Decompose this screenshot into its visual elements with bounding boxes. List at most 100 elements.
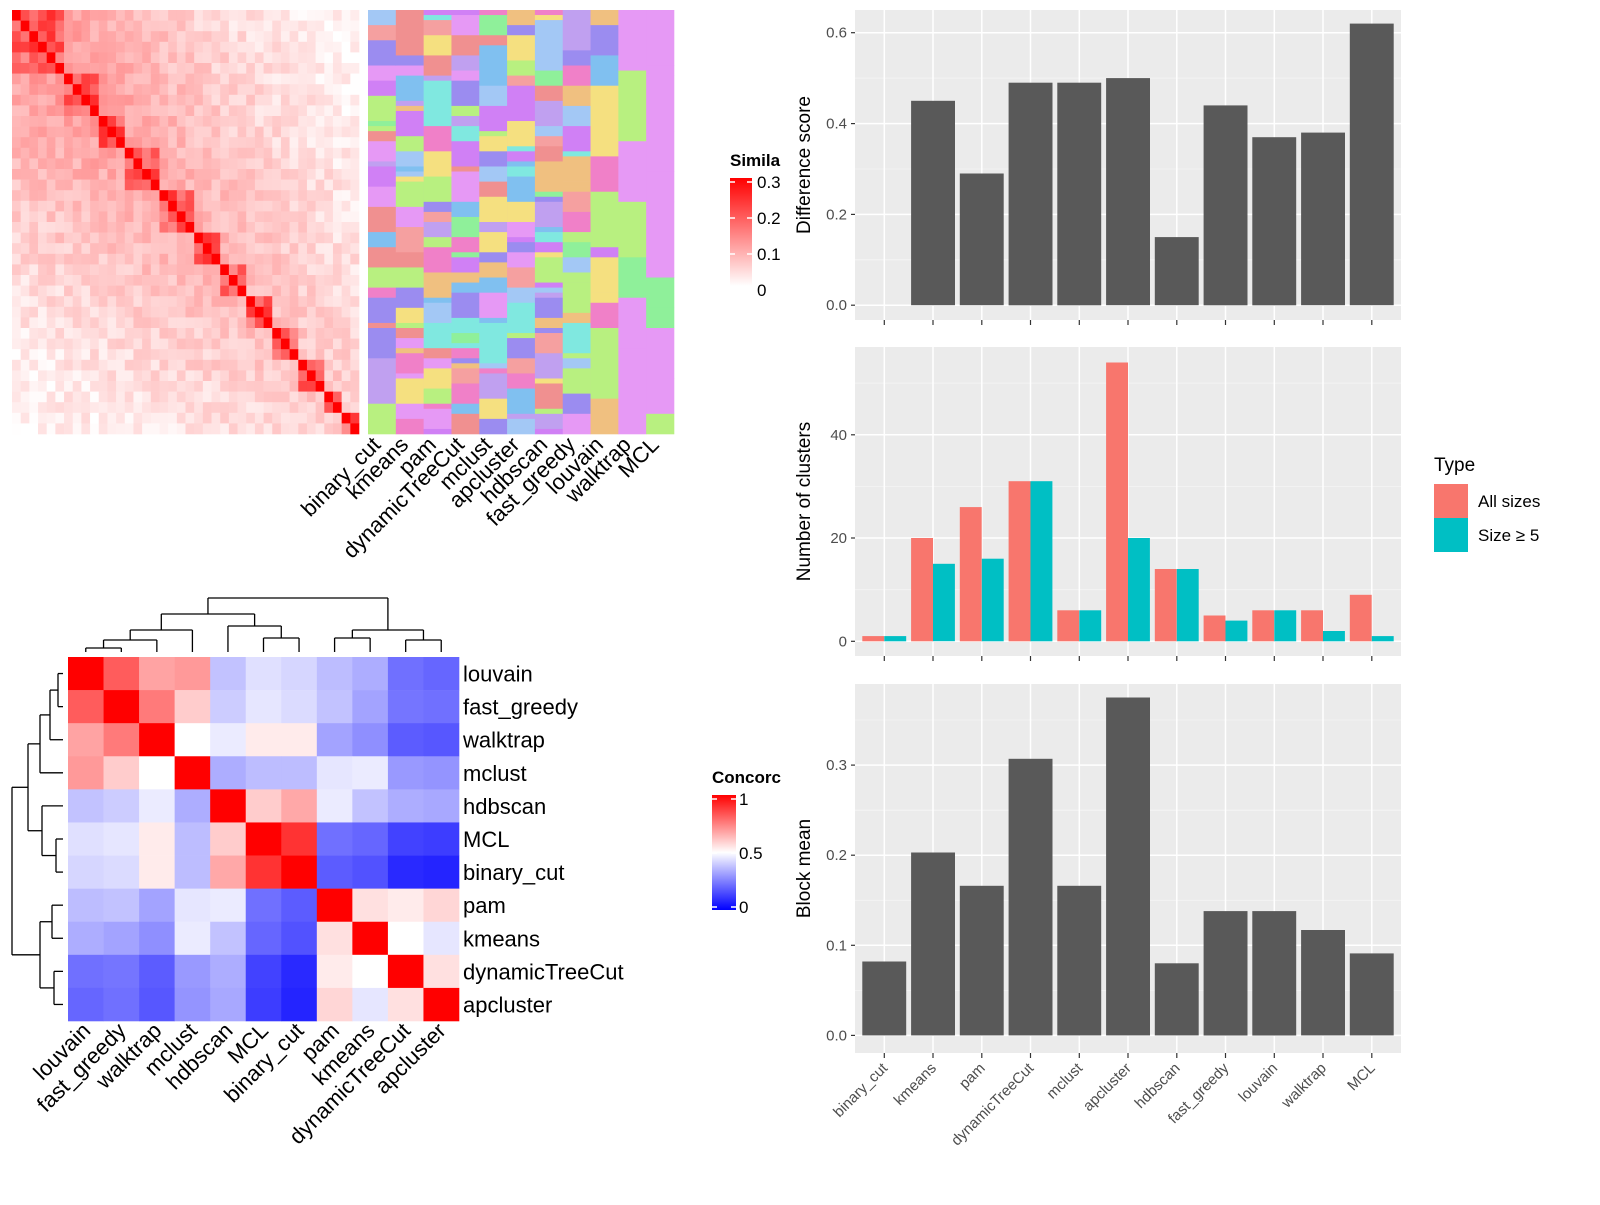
similarity-cell [202,41,212,53]
similarity-cell [133,338,143,350]
assignment-block [479,131,508,137]
similarity-cell [64,402,74,414]
similarity-cell [341,116,351,127]
concordance-cell [281,987,318,1022]
similarity-cell [280,349,290,361]
similarity-cell [64,116,74,127]
similarity-cell [315,41,325,53]
assignment-block [534,136,564,147]
concordance-cell [352,855,389,889]
similarity-cell [246,94,256,106]
similarity-cell [220,264,230,276]
assignment-block [368,247,397,268]
similarity-cell [142,211,152,223]
similarity-cell [246,391,256,403]
assignment-block [451,10,480,16]
similarity-cell [202,243,212,255]
similarity-cell [280,296,290,308]
concordance-cell [423,723,460,757]
similarity-cell [194,94,204,106]
similarity-cell [168,285,178,297]
assignment-block [451,272,480,283]
similarity-cell [159,306,169,318]
similarity-cell [289,179,299,191]
similarity-cell [29,306,39,318]
bar [1301,930,1345,1036]
similarity-cell [38,20,48,32]
similarity-cell [12,20,21,32]
similarity-cell [133,211,143,223]
similarity-cell [341,338,351,350]
similarity-cell [280,338,290,350]
similarity-cell [133,200,143,212]
similarity-cell [55,412,65,424]
similarity-cell [150,41,160,53]
assignment-block [451,126,480,142]
similarity-cell [159,296,169,308]
assignment-block [590,156,619,193]
concordance-cell [387,855,424,889]
similarity-cell [81,158,91,170]
assignment-block [534,383,564,410]
concordance-cell [352,756,389,790]
assignment-block [423,35,452,56]
similarity-cell [280,63,290,74]
similarity-cell [289,412,299,424]
similarity-cell [46,126,56,138]
similarity-cell [220,41,230,53]
similarity-cell [289,285,299,297]
similarity-cell [350,116,360,127]
similarity-cell [202,381,212,392]
similarity-cell [72,20,82,32]
assignment-block [451,216,480,238]
concordance-cell [139,855,175,889]
similarity-cell [263,232,273,244]
similarity-cell [176,158,186,170]
similarity-cell [116,52,126,64]
similarity-cell [272,84,282,96]
similarity-cell [272,169,282,180]
similarity-cell [185,402,195,414]
similarity-cell [306,20,316,32]
similarity-cell [280,169,290,180]
similarity-cell [159,126,169,138]
similarity-cell [38,52,48,64]
similarity-cell [12,10,21,21]
similarity-cell [46,94,56,106]
similarity-cell [341,84,351,96]
assignment-block [646,328,675,379]
similarity-cell [133,264,143,276]
similarity-cell [280,306,290,318]
similarity-cell [350,84,360,96]
similarity-cell [306,232,316,244]
similarity-cell [142,200,152,212]
similarity-cell [124,126,134,138]
similarity-cell [38,423,48,435]
similarity-cell [168,253,178,265]
similarity-cell [289,328,299,339]
assignment-block [479,398,508,420]
assignment-block [534,257,564,283]
similarity-cell [150,179,160,191]
similarity-cell [194,73,204,85]
similarity-cell [263,402,273,414]
y-tick-label: 0.0 [826,297,847,314]
similarity-cell [116,222,126,233]
similarity-cell [315,147,325,159]
similarity-cell [176,243,186,255]
assignment-block [562,353,591,359]
similarity-cell [64,147,74,159]
similarity-cell [332,41,342,53]
assignment-block [507,85,536,112]
assignment-block [451,191,480,203]
similarity-cell [211,190,221,202]
similarity-cell [211,359,221,371]
similarity-cell [81,147,91,159]
similarity-cell [29,370,39,382]
similarity-cell [185,253,195,265]
assignment-block [618,141,647,203]
similarity-cell [116,200,126,212]
concordance-cell [387,954,424,989]
assignment-block [479,10,508,16]
